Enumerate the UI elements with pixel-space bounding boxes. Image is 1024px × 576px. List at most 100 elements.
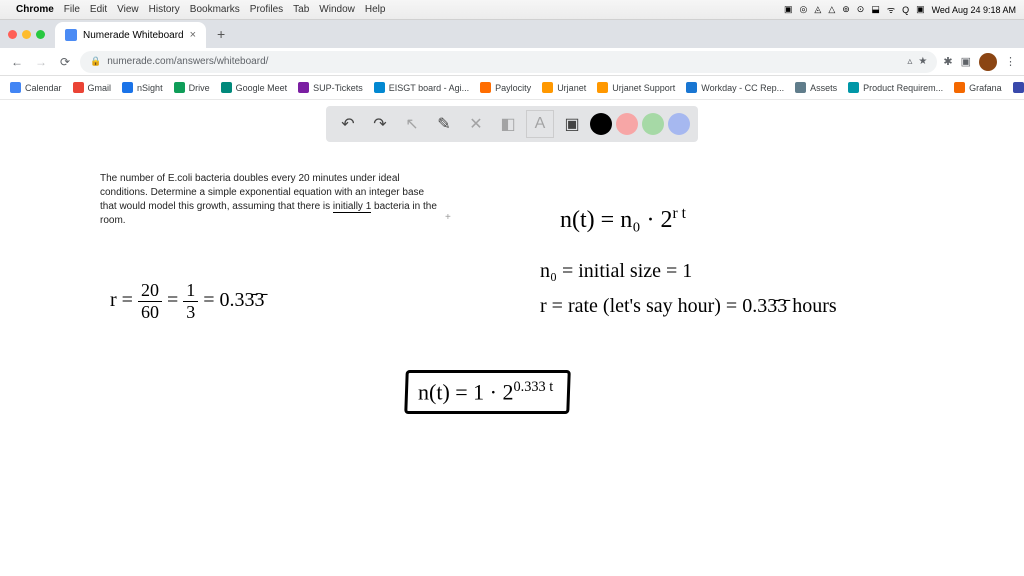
bookmark-item[interactable]: Beta (nSight) [1013, 82, 1024, 93]
bookmark-favicon-icon [221, 82, 232, 93]
color-swatch-black[interactable] [590, 113, 612, 135]
wifi-icon[interactable]: ᯤ [887, 3, 895, 16]
bookmark-item[interactable]: Drive [174, 82, 210, 93]
color-swatch-red[interactable] [616, 113, 638, 135]
status-icon[interactable]: ⬓ [871, 4, 880, 15]
bookmark-item[interactable]: EISGT board - Agi... [374, 82, 469, 93]
bookmark-item[interactable]: Assets [795, 82, 837, 93]
bookmark-favicon-icon [122, 82, 133, 93]
maximize-window-icon[interactable] [36, 30, 45, 39]
cursor-cross: + [445, 212, 451, 223]
browser-tabstrip: Numerade Whiteboard × + [0, 20, 1024, 48]
new-tab-button[interactable]: + [210, 23, 232, 45]
status-icon[interactable]: ◎ [800, 4, 808, 15]
underlined-text: initially 1 [333, 201, 371, 213]
bookmark-favicon-icon [686, 82, 697, 93]
menu-history[interactable]: History [149, 4, 180, 15]
chrome-menu-icon[interactable]: ⋮ [1005, 55, 1016, 68]
address-bar[interactable]: 🔒 numerade.com/answers/whiteboard/ ▵ ★ [80, 51, 937, 73]
bookmark-label: Paylocity [495, 83, 531, 93]
menu-window[interactable]: Window [319, 4, 355, 15]
text-tool[interactable]: A [526, 110, 554, 138]
reload-button[interactable]: ⟳ [56, 53, 74, 71]
color-swatch-blue[interactable] [668, 113, 690, 135]
pencil-tool[interactable]: ✎ [430, 110, 458, 138]
url-text: numerade.com/answers/whiteboard/ [107, 56, 268, 67]
close-tab-icon[interactable]: × [190, 29, 196, 41]
bookmark-label: Grafana [969, 83, 1002, 93]
bookmark-label: Workday - CC Rep... [701, 83, 784, 93]
bookmark-item[interactable]: Urjanet Support [597, 82, 675, 93]
menu-edit[interactable]: Edit [90, 4, 107, 15]
bookmark-favicon-icon [480, 82, 491, 93]
macos-menubar: Chrome File Edit View History Bookmarks … [0, 0, 1024, 20]
pointer-tool[interactable]: ↖ [398, 110, 426, 138]
bookmark-label: Product Requirem... [863, 83, 943, 93]
bookmark-favicon-icon [1013, 82, 1024, 93]
extension-icon[interactable]: ▣ [961, 55, 971, 68]
profile-avatar[interactable] [979, 53, 997, 71]
status-icon[interactable]: ▣ [784, 4, 793, 15]
menu-file[interactable]: File [64, 4, 80, 15]
tools-icon[interactable]: ✕ [462, 110, 490, 138]
search-icon[interactable]: Q [902, 5, 909, 15]
bookmark-favicon-icon [374, 82, 385, 93]
window-controls[interactable] [8, 30, 45, 39]
app-name[interactable]: Chrome [16, 4, 54, 15]
bookmark-favicon-icon [542, 82, 553, 93]
favicon-icon [65, 29, 77, 41]
menu-view[interactable]: View [117, 4, 139, 15]
bookmark-favicon-icon [597, 82, 608, 93]
menu-tab[interactable]: Tab [293, 4, 309, 15]
equation-final-boxed: n(t) = 1 · 20.333 t [404, 370, 571, 414]
color-swatch-green[interactable] [642, 113, 664, 135]
bookmark-favicon-icon [795, 82, 806, 93]
status-icon[interactable]: ⊚ [842, 4, 850, 15]
image-tool[interactable]: ▣ [558, 110, 586, 138]
menu-profiles[interactable]: Profiles [250, 4, 283, 15]
bookmark-item[interactable]: Paylocity [480, 82, 531, 93]
bookmark-label: nSight [137, 83, 163, 93]
bookmark-label: SUP-Tickets [313, 83, 363, 93]
close-window-icon[interactable] [8, 30, 17, 39]
bookmark-label: Urjanet Support [612, 83, 675, 93]
bookmark-item[interactable]: Workday - CC Rep... [686, 82, 784, 93]
problem-text: The number of E.coli bacteria doubles ev… [100, 172, 440, 228]
bookmark-item[interactable]: SUP-Tickets [298, 82, 363, 93]
extensions-icon[interactable]: ✱ [943, 55, 952, 68]
equation-rate: r = rate (let's say hour) = 0.33̄3̄ hour… [540, 295, 837, 318]
bookmark-item[interactable]: Grafana [954, 82, 1002, 93]
browser-tab[interactable]: Numerade Whiteboard × [55, 22, 206, 48]
menu-bookmarks[interactable]: Bookmarks [190, 4, 240, 15]
status-icon[interactable]: ⊙ [857, 4, 865, 15]
menu-help[interactable]: Help [365, 4, 386, 15]
equation-n0: n₀ = initial size = 1 [540, 260, 692, 283]
clock[interactable]: Wed Aug 24 9:18 AM [932, 5, 1016, 15]
bookmark-favicon-icon [174, 82, 185, 93]
bookmark-item[interactable]: Calendar [10, 82, 62, 93]
page-content: ↶ ↷ ↖ ✎ ✕ ◧ A ▣ The number of E.coli bac… [0, 100, 1024, 576]
bookmark-item[interactable]: Product Requirem... [848, 82, 943, 93]
status-icon[interactable]: △ [828, 4, 835, 15]
share-icon[interactable]: ▵ [907, 56, 912, 67]
status-icon[interactable]: ◬ [814, 4, 821, 15]
bookmark-star-icon[interactable]: ★ [918, 56, 927, 67]
bookmark-item[interactable]: Gmail [73, 82, 112, 93]
bookmark-label: Gmail [88, 83, 112, 93]
whiteboard-toolbar: ↶ ↷ ↖ ✎ ✕ ◧ A ▣ [326, 106, 698, 142]
eraser-tool[interactable]: ◧ [494, 110, 522, 138]
bookmark-item[interactable]: Google Meet [221, 82, 288, 93]
undo-button[interactable]: ↶ [334, 110, 362, 138]
forward-button[interactable]: → [32, 53, 50, 71]
bookmark-favicon-icon [298, 82, 309, 93]
back-button[interactable]: ← [8, 53, 26, 71]
bookmark-label: Calendar [25, 83, 62, 93]
redo-button[interactable]: ↷ [366, 110, 394, 138]
control-center-icon[interactable]: ▣ [916, 4, 925, 15]
bookmark-favicon-icon [73, 82, 84, 93]
browser-toolbar: ← → ⟳ 🔒 numerade.com/answers/whiteboard/… [0, 48, 1024, 76]
bookmark-label: EISGT board - Agi... [389, 83, 469, 93]
bookmark-item[interactable]: Urjanet [542, 82, 586, 93]
bookmark-item[interactable]: nSight [122, 82, 163, 93]
minimize-window-icon[interactable] [22, 30, 31, 39]
